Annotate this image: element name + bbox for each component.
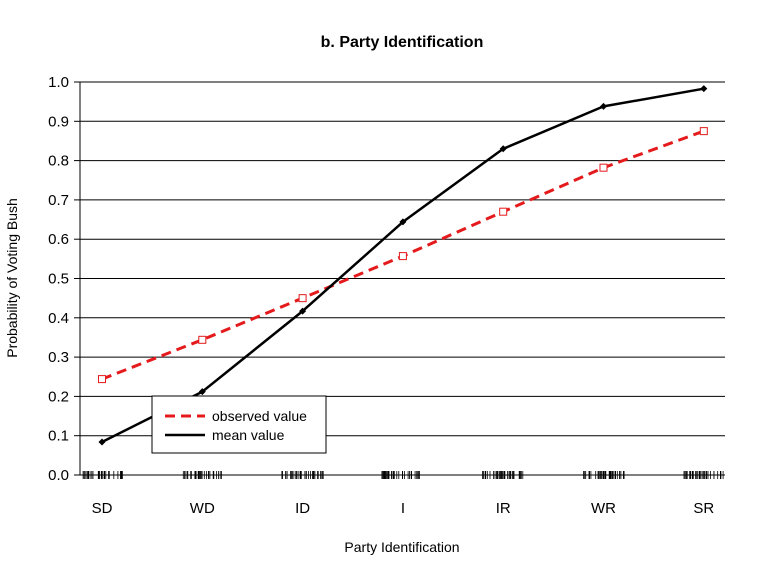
x-tick-label-sd: SD — [92, 500, 113, 517]
point-observed-wr — [599, 163, 608, 172]
series-group — [98, 85, 708, 446]
point-observed-id — [298, 294, 307, 303]
x-tick-label-wr: WR — [591, 500, 616, 517]
point-observed-wd — [198, 335, 207, 344]
y-tick-label-4: 0.4 — [48, 310, 69, 327]
chart-title: b. Party Identification — [321, 34, 484, 51]
point-mean-wd — [198, 388, 206, 396]
legend: observed value mean value — [151, 395, 327, 454]
y-tick-label-6: 0.6 — [48, 231, 69, 248]
x-tick-label-id: ID — [295, 500, 310, 517]
point-observed-ir — [499, 207, 508, 216]
rug-marks — [82, 471, 724, 479]
point-observed-sd — [98, 375, 106, 384]
x-tick-label-i: I — [401, 500, 405, 517]
point-mean-id — [299, 307, 307, 315]
y-tick-label-8: 0.8 — [48, 153, 69, 170]
y-tick-label-0: 0.0 — [48, 467, 69, 484]
point-mean-i — [399, 218, 407, 226]
y-axis: 0.0 0.1 0.2 0.3 0.4 0.5 0.6 0.7 0.8 0.9 1.0 — [48, 74, 81, 484]
point-mean-wr — [600, 102, 607, 110]
legend-label-observed: observed value — [212, 408, 307, 424]
x-tick-label-sr: SR — [693, 500, 714, 517]
y-tick-label-2: 0.2 — [48, 388, 69, 405]
y-axis-label: Probability of Voting Bush — [4, 198, 20, 358]
point-mean-sr — [700, 85, 708, 93]
point-mean-ir — [499, 145, 507, 153]
y-tick-label-9: 0.9 — [48, 113, 69, 130]
x-axis-label: Party Identification — [344, 539, 459, 555]
x-axis: SD WD ID I IR WR SR — [80, 474, 725, 517]
y-tick-label-1: 0.1 — [48, 428, 69, 445]
legend-box — [151, 395, 327, 454]
point-observed-sr — [699, 127, 708, 136]
x-tick-label-ir: IR — [496, 500, 511, 517]
y-tick-label-10: 1.0 — [48, 74, 69, 91]
point-mean-sd — [98, 438, 106, 446]
legend-label-mean: mean value — [212, 427, 285, 443]
x-tick-label-wd: WD — [190, 500, 215, 517]
series-line-1 — [101, 87, 705, 444]
y-tick-label-3: 0.3 — [48, 349, 69, 366]
point-observed-i — [398, 252, 407, 261]
y-tick-label-7: 0.7 — [48, 192, 69, 209]
y-tick-label-5: 0.5 — [48, 271, 69, 288]
